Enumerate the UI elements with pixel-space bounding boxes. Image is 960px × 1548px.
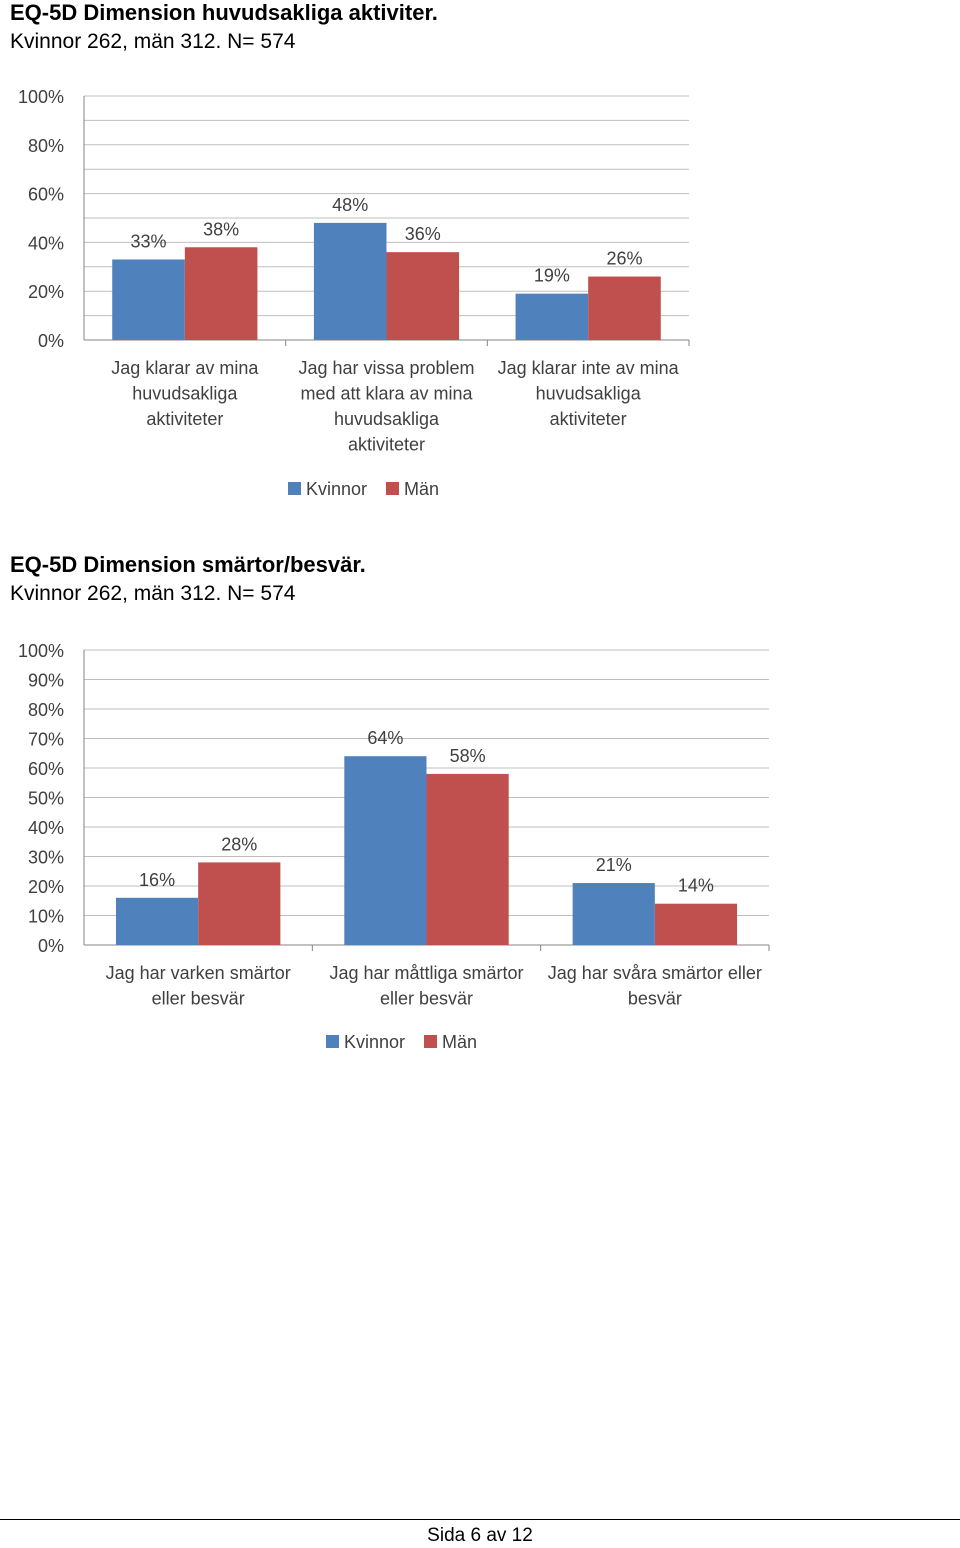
y-tick-label: 0% xyxy=(38,936,64,956)
bar-kvinnor xyxy=(572,883,655,945)
chart-subtitle: Kvinnor 262, män 312. N= 574 xyxy=(10,582,296,605)
footer-divider xyxy=(0,1519,960,1520)
x-tick-label: Jag har vissa problem xyxy=(298,358,474,378)
y-tick-label: 70% xyxy=(28,730,64,750)
x-tick-label: eller besvär xyxy=(380,989,473,1009)
legend-label-kvinnor: Kvinnor xyxy=(306,479,367,499)
x-tick-label: Jag klarar inte av mina xyxy=(498,358,680,378)
y-tick-label: 90% xyxy=(28,671,64,691)
y-tick-label: 60% xyxy=(28,759,64,779)
chart-section-smartor: EQ-5D Dimension smärtor/besvär. Kvinnor … xyxy=(0,552,960,1052)
x-tick-label: aktiviteter xyxy=(348,435,425,455)
x-tick-label: besvär xyxy=(628,989,682,1009)
data-label: 33% xyxy=(131,231,167,251)
data-label: 48% xyxy=(332,195,368,215)
bar-man xyxy=(386,252,460,340)
bar-kvinnor xyxy=(313,222,387,340)
x-tick-label: Jag har måttliga smärtor xyxy=(329,963,523,983)
bar-kvinnor xyxy=(112,259,185,340)
x-tick-label: aktiviteter xyxy=(146,409,223,429)
data-label: 21% xyxy=(596,855,632,875)
y-tick-label: 20% xyxy=(28,282,64,302)
y-tick-label: 10% xyxy=(28,907,64,927)
x-tick-label: huvudsakliga xyxy=(536,384,642,404)
legend-swatch-kvinnor xyxy=(326,1035,339,1048)
bar-man xyxy=(654,903,738,945)
chart-section-aktiviteter: EQ-5D Dimension huvudsakliga aktiviter. … xyxy=(0,0,960,520)
y-tick-label: 30% xyxy=(28,848,64,868)
y-tick-label: 60% xyxy=(28,185,64,205)
x-tick-label: med att klara av mina xyxy=(300,384,473,404)
data-label: 26% xyxy=(606,249,642,269)
x-tick-label: huvudsakliga xyxy=(132,384,238,404)
legend-swatch-man xyxy=(386,482,399,495)
chart-title: EQ-5D Dimension huvudsakliga aktiviter. xyxy=(10,0,438,25)
bar-man xyxy=(198,862,281,945)
data-label: 64% xyxy=(367,728,403,748)
bar-kvinnor xyxy=(344,756,427,945)
bar-kvinnor xyxy=(515,293,589,340)
x-tick-label: Jag har varken smärtor xyxy=(106,963,291,983)
data-label: 16% xyxy=(139,870,175,890)
data-label: 36% xyxy=(405,224,441,244)
data-label: 58% xyxy=(450,746,486,766)
page-number: Sida 6 av 12 xyxy=(427,1525,533,1546)
y-tick-label: 40% xyxy=(28,233,64,253)
legend-label-kvinnor: Kvinnor xyxy=(344,1032,405,1052)
bar-kvinnor xyxy=(115,897,199,945)
data-label: 38% xyxy=(203,219,239,239)
data-label: 19% xyxy=(534,266,570,286)
legend-swatch-man xyxy=(424,1035,437,1048)
bar-man xyxy=(426,773,509,945)
x-tick-label: eller besvär xyxy=(152,989,245,1009)
bar-chart-smartor: 0% 10% 20% 30% 40% 50% 60% 70% 80% 90% 100% 16% 28% J… xyxy=(18,641,770,1052)
legend-swatch-kvinnor xyxy=(288,482,301,495)
x-tick-label: Jag har svåra smärtor eller xyxy=(548,963,762,983)
y-tick-label: 100% xyxy=(18,641,64,661)
x-tick-label: huvudsakliga xyxy=(334,409,440,429)
bar-chart-aktiviteter: 0% 20% 40% 60% 80% 100% 33% 38% Jag klarar av mi… xyxy=(18,87,690,499)
y-tick-label: 50% xyxy=(28,789,64,809)
legend-label-man: Män xyxy=(442,1032,477,1052)
data-label: 28% xyxy=(221,834,257,854)
y-tick-label: 0% xyxy=(38,331,64,351)
y-tick-label: 100% xyxy=(18,87,64,107)
x-tick-label: Jag klarar av mina xyxy=(111,358,259,378)
x-tick-label: aktiviteter xyxy=(550,409,627,429)
data-label: 14% xyxy=(678,876,714,896)
y-tick-label: 80% xyxy=(28,700,64,720)
y-tick-label: 80% xyxy=(28,136,64,156)
y-tick-label: 20% xyxy=(28,877,64,897)
chart-subtitle: Kvinnor 262, män 312. N= 574 xyxy=(10,30,296,53)
legend-label-man: Män xyxy=(404,479,439,499)
y-tick-label: 40% xyxy=(28,818,64,838)
chart-title: EQ-5D Dimension smärtor/besvär. xyxy=(10,552,366,577)
bar-man xyxy=(588,276,661,340)
bar-man xyxy=(184,247,258,340)
